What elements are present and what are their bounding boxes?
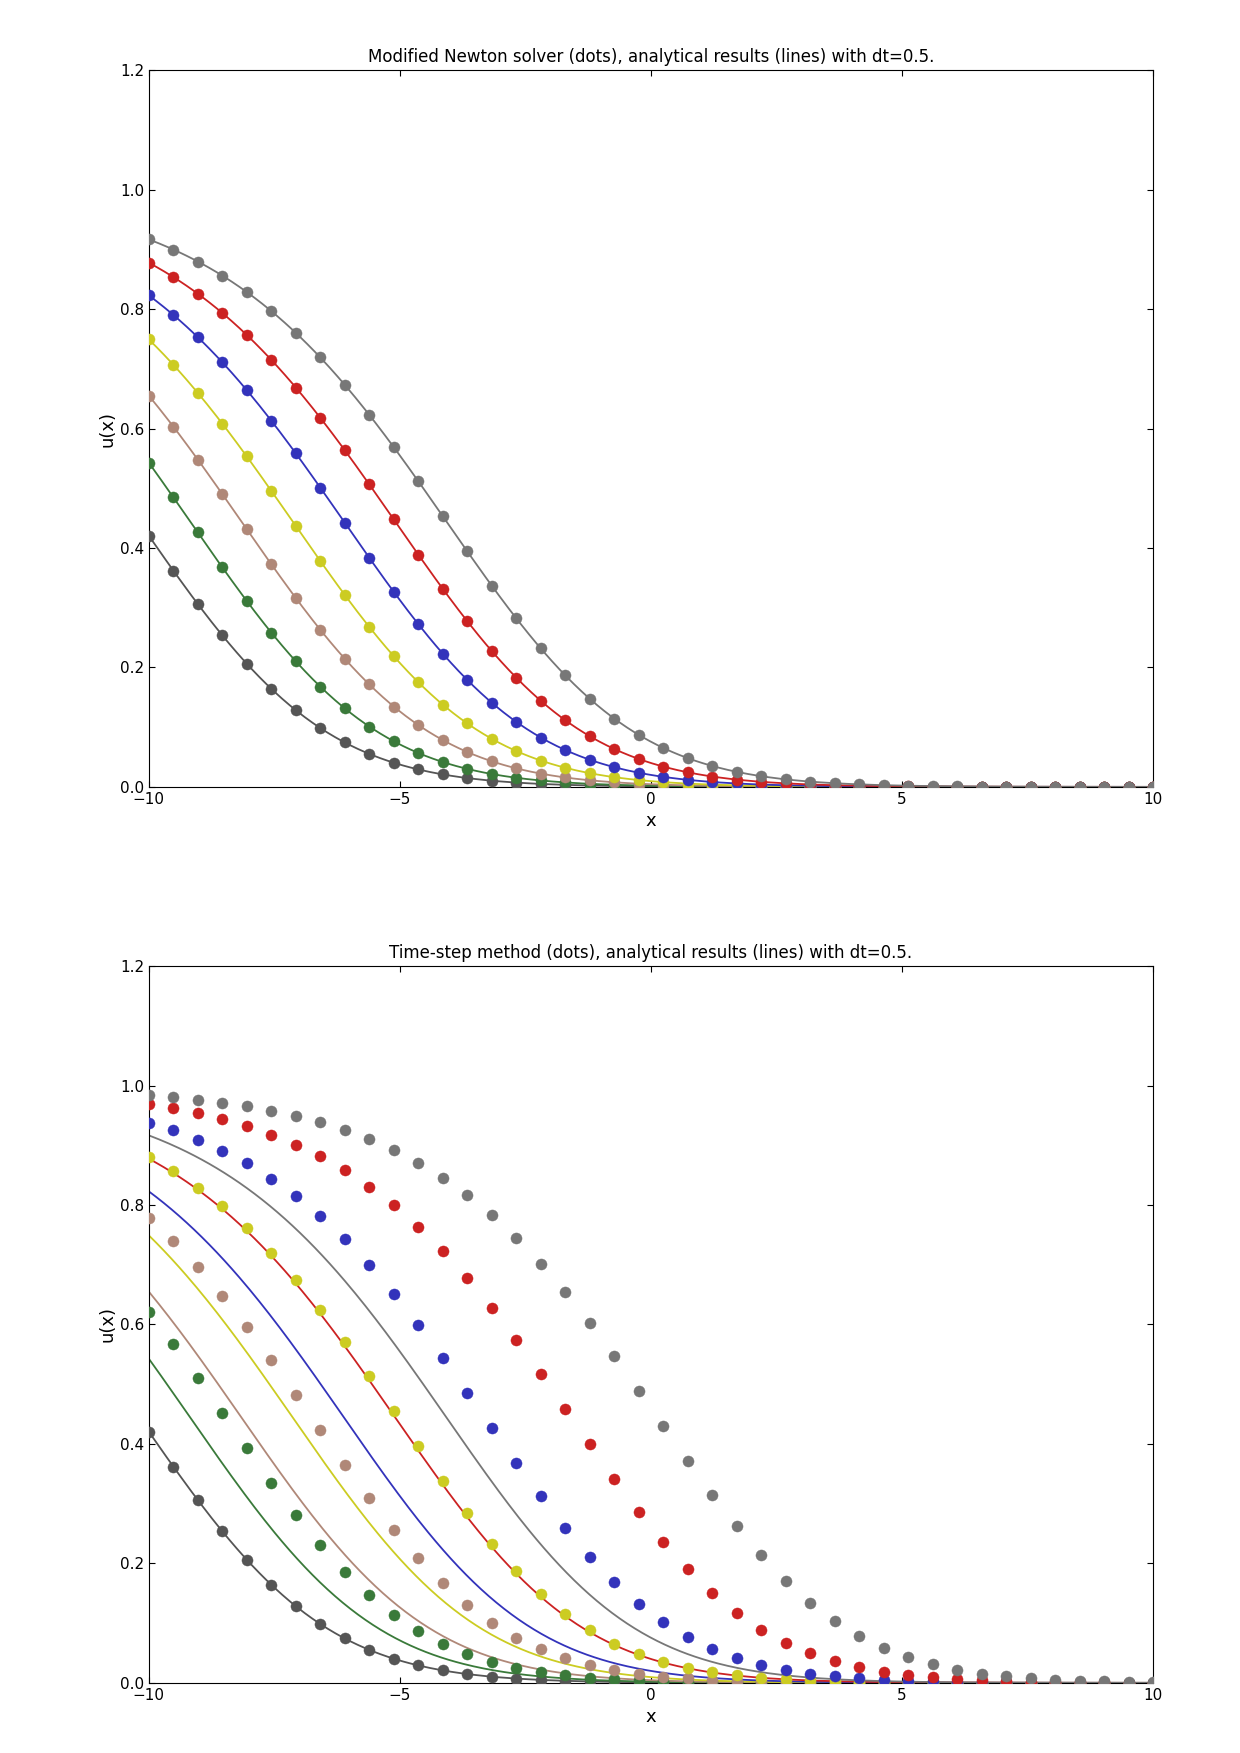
Y-axis label: u(x): u(x) — [99, 1306, 117, 1343]
Title: Modified Newton solver (dots), analytical results (lines) with dt=0.5.: Modified Newton solver (dots), analytica… — [368, 47, 934, 67]
Title: Time-step method (dots), analytical results (lines) with dt=0.5.: Time-step method (dots), analytical resu… — [389, 943, 913, 962]
X-axis label: x: x — [646, 1707, 656, 1727]
Y-axis label: u(x): u(x) — [99, 410, 117, 447]
X-axis label: x: x — [646, 812, 656, 831]
